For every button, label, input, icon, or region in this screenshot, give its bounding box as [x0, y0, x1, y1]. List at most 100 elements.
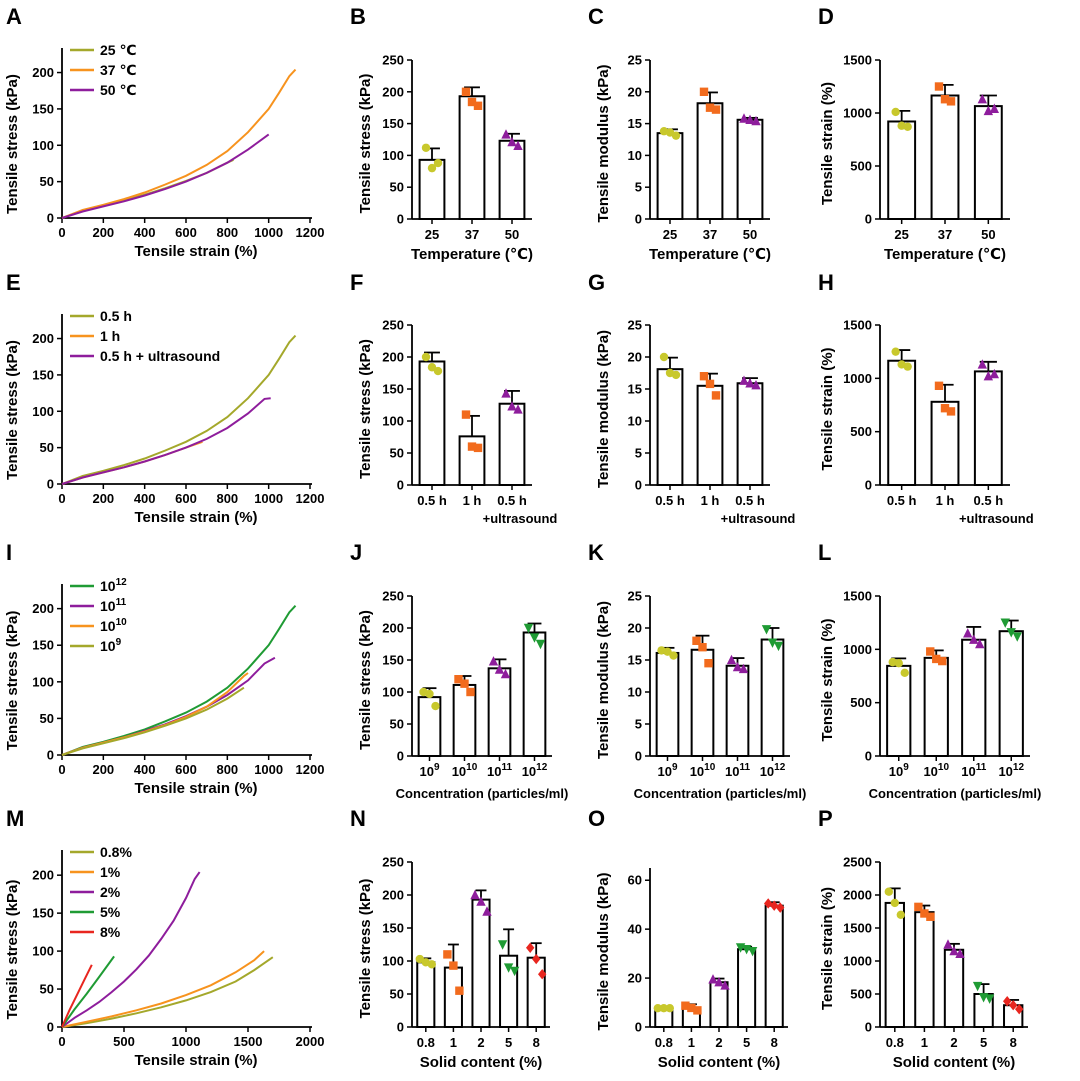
y-tick-label: 200 — [382, 350, 404, 365]
x-axis-label: Temperature (℃) — [649, 246, 771, 263]
x-tick-label: 200 — [92, 225, 114, 240]
data-point — [773, 641, 784, 652]
y-axis-label: Tensile strain (%) — [819, 887, 836, 1010]
x-tick-label: 1 — [921, 1035, 928, 1050]
x-tick-label: 2000 — [296, 1034, 325, 1049]
x-tick-label: 1010 — [923, 762, 949, 779]
data-point — [431, 701, 440, 711]
x-tick-label: 2 — [715, 1035, 722, 1050]
x-tick-label: 1000 — [254, 225, 283, 240]
bar — [943, 948, 965, 1029]
series-line — [61, 871, 201, 1028]
data-point — [934, 82, 944, 91]
data-point — [461, 87, 471, 96]
x-tick-label: 0 — [58, 491, 65, 506]
y-axis-label: Tensile stress (kPa) — [4, 340, 21, 480]
y-tick-label: 25 — [628, 53, 642, 68]
data-point — [767, 638, 778, 648]
data-point — [739, 113, 749, 123]
data-point — [984, 994, 995, 1004]
legend-label: 50 ℃ — [100, 82, 136, 98]
data-point — [890, 898, 899, 908]
data-point — [946, 407, 956, 416]
data-point — [914, 902, 923, 912]
data-point — [507, 401, 517, 411]
y-tick-label: 200 — [32, 601, 54, 616]
x-tick-label: 37 — [938, 227, 952, 242]
bar — [737, 948, 757, 1028]
data-point — [745, 114, 755, 124]
bar — [736, 118, 764, 220]
data-point — [523, 623, 534, 634]
data-point — [421, 352, 431, 362]
data-point — [425, 689, 434, 699]
x-tick-label: 1500 — [234, 1034, 263, 1049]
data-point — [421, 143, 431, 152]
data-point — [427, 363, 437, 372]
x-tick-label: 5 — [743, 1035, 750, 1050]
x-tick-label: 1000 — [254, 491, 283, 506]
bar — [973, 105, 1003, 220]
series-line — [61, 68, 297, 219]
y-tick-label: 10 — [628, 148, 642, 163]
legend-label: 0.8% — [100, 844, 132, 860]
data-point — [705, 379, 715, 389]
data-point — [466, 687, 475, 697]
data-point — [659, 352, 669, 362]
x-tick-label: 0 — [58, 762, 65, 777]
series-line — [61, 964, 93, 1028]
y-tick-label: 1500 — [843, 318, 872, 333]
data-point — [975, 638, 985, 649]
y-axis-label: Tensile strain (%) — [819, 347, 836, 470]
bar — [696, 102, 724, 220]
x-tick-label: +ultrasound — [959, 511, 1034, 526]
data-point — [751, 115, 761, 126]
data-point — [711, 105, 721, 114]
y-tick-label: 50 — [40, 711, 54, 726]
data-point — [501, 129, 511, 139]
chart-O: O 0 20 40 60 0.8 1 2 5 8 Solid content (%) Tensile … — [588, 806, 788, 1071]
x-axis-label: Tensile strain (%) — [134, 780, 257, 797]
y-tick-label: 25 — [628, 589, 642, 604]
series-line — [61, 956, 274, 1028]
y-tick-label: 1000 — [843, 371, 872, 386]
bar — [656, 132, 684, 220]
data-point — [949, 945, 959, 956]
y-tick-label: 0 — [635, 1020, 642, 1035]
data-point — [955, 948, 965, 958]
panel-letter: E — [6, 270, 21, 295]
data-point — [494, 664, 505, 674]
data-point — [972, 981, 983, 992]
x-tick-label: 1200 — [296, 762, 325, 777]
y-tick-label: 50 — [390, 446, 404, 461]
data-point — [509, 966, 520, 977]
series-line — [61, 955, 115, 1028]
x-tick-label: 1012 — [760, 762, 786, 779]
data-point — [454, 675, 463, 684]
y-tick-label: 150 — [32, 101, 54, 116]
x-tick-label: 0.5 h — [974, 493, 1004, 508]
y-axis-label: Tensile stress (kPa) — [357, 74, 374, 214]
x-tick-label: 50 — [981, 227, 995, 242]
data-point — [693, 1006, 702, 1015]
x-tick-label: 0.8 — [417, 1035, 435, 1050]
bar — [471, 898, 491, 1028]
y-tick-label: 15 — [628, 116, 642, 131]
x-tick-label: 0.5 h — [497, 493, 527, 508]
data-point — [711, 391, 721, 400]
legend-label: 5% — [100, 904, 121, 920]
data-point — [747, 946, 758, 957]
data-point — [467, 97, 477, 107]
bar — [760, 638, 785, 758]
y-tick-label: 100 — [32, 944, 54, 959]
chart-P: P 0 500 1000 1500 2000 2500 0.8 1 2 5 8 Solid conten… — [818, 806, 1028, 1071]
data-point — [503, 963, 514, 973]
x-tick-label: 5 — [980, 1035, 987, 1050]
y-tick-label: 100 — [32, 674, 54, 689]
bar — [764, 904, 784, 1029]
x-tick-label: 0.5 h — [735, 493, 765, 508]
x-tick-label: 600 — [175, 491, 197, 506]
data-point — [488, 656, 499, 666]
y-tick-label: 50 — [390, 987, 404, 1002]
